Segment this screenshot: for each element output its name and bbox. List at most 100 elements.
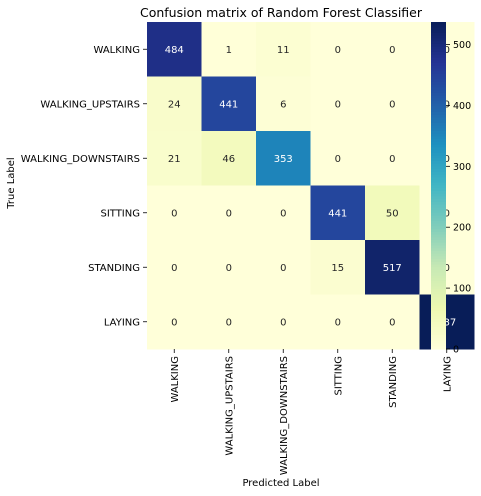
colorbar-segment [431, 87, 446, 91]
colorbar-segment [431, 141, 446, 146]
column-tick-label: LAYING [442, 356, 453, 392]
colorbar-segment [431, 160, 446, 165]
colorbar-segment [431, 346, 446, 350]
cell-value-label: 0 [444, 154, 450, 165]
colorbar-segment [431, 210, 446, 214]
colorbar-segment [431, 204, 446, 208]
colorbar-segment [431, 335, 446, 339]
heatmap-grid: 484 1 11 0 0 024 441 6 0 0 021 46 353 0 0 00 0 0 441 50 00 0 0… [147, 22, 475, 350]
heatmap-cell [147, 185, 202, 241]
colorbar-segment [431, 316, 446, 320]
heatmap-cell [419, 22, 475, 77]
heatmap-cell [147, 131, 202, 186]
cell-value-label: 11 [277, 45, 290, 56]
colorbar-segment [431, 131, 446, 135]
colorbar-segment [431, 250, 446, 255]
cell-value-label: 0 [335, 154, 341, 165]
heatmap-cell [365, 185, 420, 241]
colorbar-segment [431, 90, 446, 94]
cell-value-label: 6 [280, 99, 286, 110]
colorbar-segment [431, 324, 446, 328]
heatmap-cell [310, 131, 366, 186]
colorbar-segment [431, 38, 446, 42]
cell-value-label: 21 [168, 154, 181, 165]
colorbar-segment [431, 49, 446, 53]
heatmap-cell [365, 22, 420, 77]
cell-value-label: 0 [444, 263, 450, 274]
row-tick-label: WALKING_DOWNSTAIRS [21, 154, 140, 165]
heatmap-cell [201, 294, 257, 350]
colorbar-segment [431, 256, 446, 260]
column-tick-labels: WALKING WALKING_UPSTAIRS WALKING_DOWNSTAIR… [170, 349, 453, 475]
cell-value-label: 0 [335, 317, 341, 328]
colorbar-segment [431, 240, 446, 244]
colorbar-segment [431, 289, 446, 293]
colorbar-segment [431, 215, 446, 219]
colorbar-segment [431, 163, 446, 168]
heatmap-cell [310, 76, 366, 132]
colorbar-segment [431, 193, 446, 197]
heatmap-cell [365, 240, 420, 295]
chart-title: Confusion matrix of Random Forest Classi… [140, 5, 423, 20]
colorbar-segment [431, 286, 446, 290]
colorbar-segment [431, 125, 446, 129]
colorbar-segment [431, 41, 446, 45]
colorbar-segment [431, 24, 446, 29]
colorbar-segment [431, 212, 446, 217]
colorbar-tick-label: 400 [453, 101, 471, 112]
cell-value-label: 441 [328, 208, 347, 219]
colorbar-segment [431, 343, 446, 347]
cell-value-label: 50 [386, 208, 399, 219]
colorbar-segment [431, 207, 446, 211]
colorbar-segment [431, 196, 446, 200]
colorbar-segment [431, 310, 446, 315]
row-tick-label: WALKING_UPSTAIRS [40, 99, 140, 110]
cell-value-label: 441 [219, 99, 238, 110]
colorbar-segment [431, 319, 446, 323]
colorbar-segment [431, 218, 446, 222]
colorbar-segment [431, 147, 446, 151]
colorbar-segment [431, 190, 446, 195]
colorbar-segment [431, 92, 446, 97]
colorbar-segment [431, 68, 446, 72]
heatmap-cell [256, 22, 311, 77]
colorbar-segment [431, 76, 446, 80]
cell-value-label: 0 [280, 263, 286, 274]
colorbar-segment [431, 182, 446, 187]
colorbar-segment [431, 278, 446, 282]
heatmap-cell [365, 131, 420, 186]
heatmap-cell [256, 240, 311, 295]
colorbar-segment [431, 51, 446, 56]
colorbar-segment [431, 174, 446, 178]
colorbar-segment [431, 150, 446, 154]
column-tick-label: STANDING [388, 356, 399, 408]
heatmap-cell [201, 76, 257, 132]
colorbar-segment [431, 267, 446, 271]
colorbar-segment [431, 62, 446, 67]
colorbar-segment [431, 43, 446, 48]
colorbar-segment [431, 84, 446, 88]
cell-value-label: 0 [335, 99, 341, 110]
heatmap-cell [310, 294, 366, 350]
colorbar-segment [431, 338, 446, 342]
colorbar-segment [431, 169, 446, 173]
colorbar-segment [431, 114, 446, 118]
cell-value-label: 0 [171, 208, 177, 219]
cell-value-label: 517 [383, 263, 402, 274]
heatmap-cell [147, 240, 202, 295]
colorbar-segment [431, 166, 446, 170]
column-tick-label: WALKING [170, 356, 181, 403]
colorbar-segment [431, 226, 446, 230]
cell-value-label: 0 [226, 317, 232, 328]
cell-value-label: 0 [280, 208, 286, 219]
colorbar-segment [431, 234, 446, 238]
colorbar-segment [431, 136, 446, 140]
colorbar-segment [431, 73, 446, 78]
colorbar-segment [431, 305, 446, 309]
colorbar-segment [431, 103, 446, 108]
colorbar-segment [431, 79, 446, 83]
colorbar-segment [431, 269, 446, 274]
colorbar-segment [431, 231, 446, 236]
colorbar-segment [431, 180, 446, 184]
